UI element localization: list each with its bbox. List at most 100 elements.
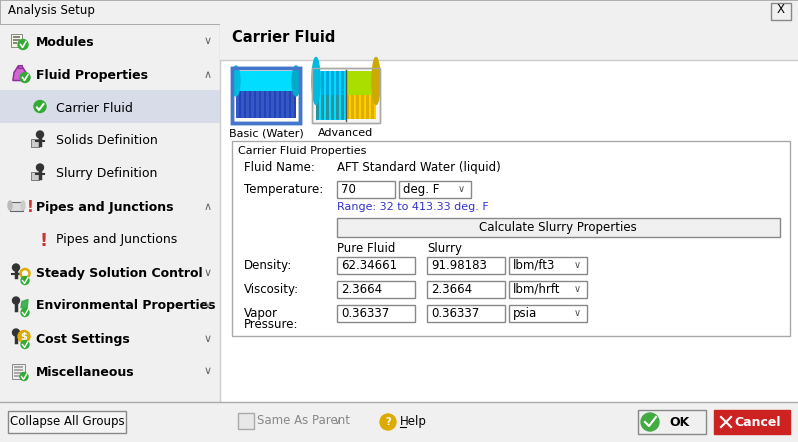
Bar — [0, 0, 798, 24]
Text: Basic (Water): Basic (Water) — [228, 128, 303, 138]
Bar — [346, 95, 376, 119]
Bar — [331, 71, 334, 120]
Bar — [509, 257, 587, 274]
Text: Slurry Definition: Slurry Definition — [56, 168, 157, 180]
Bar — [331, 95, 334, 119]
Bar — [13, 42, 17, 43]
Bar — [31, 138, 39, 146]
Bar — [11, 34, 22, 46]
Text: Fluid Name:: Fluid Name: — [244, 161, 315, 174]
Bar — [232, 68, 300, 123]
Circle shape — [20, 72, 30, 83]
Text: ∨: ∨ — [204, 334, 212, 343]
Bar — [509, 305, 587, 322]
Circle shape — [18, 331, 30, 343]
Bar — [316, 71, 319, 120]
Text: !: ! — [40, 232, 48, 251]
Text: Slurry: Slurry — [427, 242, 462, 255]
Bar — [236, 91, 296, 118]
Text: Modules: Modules — [36, 35, 95, 49]
Bar — [18, 65, 22, 68]
Text: ∧: ∧ — [204, 202, 212, 212]
Bar — [271, 91, 274, 118]
Bar — [220, 24, 798, 60]
Text: 70: 70 — [341, 183, 356, 196]
Text: Environmental Properties: Environmental Properties — [36, 300, 215, 312]
Bar — [638, 410, 706, 434]
Text: Temperature:: Temperature: — [244, 183, 323, 196]
Bar — [771, 3, 791, 20]
Text: 0.36337: 0.36337 — [431, 307, 480, 320]
Circle shape — [380, 414, 396, 430]
Text: Carrier Fluid: Carrier Fluid — [56, 102, 133, 114]
Polygon shape — [21, 300, 28, 309]
Bar — [714, 410, 790, 434]
Circle shape — [34, 100, 46, 113]
Circle shape — [21, 277, 29, 285]
Text: Viscosity:: Viscosity: — [244, 283, 299, 296]
Bar — [366, 95, 369, 119]
Bar — [326, 95, 329, 119]
Circle shape — [37, 131, 44, 138]
Text: lbm/ft3: lbm/ft3 — [513, 259, 555, 272]
Bar — [14, 369, 23, 370]
Text: $: $ — [21, 332, 27, 343]
Circle shape — [22, 271, 27, 276]
Text: Density:: Density: — [244, 259, 292, 272]
Text: Same As Parent: Same As Parent — [257, 415, 350, 427]
Bar — [399, 181, 471, 198]
Text: ?: ? — [385, 417, 391, 427]
Bar — [220, 24, 798, 402]
Bar — [14, 371, 23, 373]
Text: Advanced: Advanced — [318, 128, 373, 138]
Bar — [31, 171, 39, 179]
Bar — [336, 95, 339, 119]
Bar — [312, 68, 380, 123]
Bar — [8, 411, 126, 433]
Text: Analysis Setup: Analysis Setup — [8, 4, 95, 17]
Text: 0.36337: 0.36337 — [341, 307, 389, 320]
Bar — [0, 90, 220, 123]
Bar — [12, 363, 25, 378]
Circle shape — [37, 164, 44, 171]
Ellipse shape — [372, 57, 380, 104]
Circle shape — [20, 373, 28, 381]
Bar — [286, 91, 289, 118]
Bar — [316, 95, 319, 119]
Ellipse shape — [8, 201, 12, 210]
Bar — [351, 95, 354, 119]
Ellipse shape — [21, 201, 25, 210]
Text: Pure Fluid: Pure Fluid — [337, 242, 395, 255]
Text: !: ! — [27, 201, 34, 216]
Bar — [232, 141, 790, 336]
Bar — [266, 91, 269, 118]
Bar — [291, 91, 294, 118]
Text: Carrier Fluid: Carrier Fluid — [232, 30, 335, 45]
Text: ∧: ∧ — [204, 69, 212, 80]
Text: 91.98183: 91.98183 — [431, 259, 487, 272]
Polygon shape — [13, 66, 27, 80]
Bar — [341, 71, 344, 120]
Text: Calculate Slurry Properties: Calculate Slurry Properties — [479, 221, 637, 234]
Bar — [341, 95, 344, 119]
Bar — [256, 91, 259, 118]
Text: Cancel: Cancel — [735, 415, 781, 428]
Text: ∨: ∨ — [204, 366, 212, 377]
Bar — [316, 71, 346, 120]
Circle shape — [13, 297, 19, 304]
Bar — [312, 68, 380, 123]
Bar — [346, 71, 376, 95]
Text: psia: psia — [513, 307, 537, 320]
Bar — [238, 413, 254, 429]
Bar — [337, 181, 395, 198]
Bar — [236, 91, 239, 118]
Bar — [321, 95, 324, 119]
Bar — [232, 68, 300, 123]
Bar — [13, 38, 20, 41]
Text: Pipes and Junctions: Pipes and Junctions — [36, 201, 173, 213]
Text: Vapor: Vapor — [244, 307, 278, 320]
Text: Collapse All Groups: Collapse All Groups — [10, 415, 124, 428]
Bar — [13, 35, 20, 38]
Bar — [337, 281, 415, 298]
Bar — [0, 24, 220, 402]
